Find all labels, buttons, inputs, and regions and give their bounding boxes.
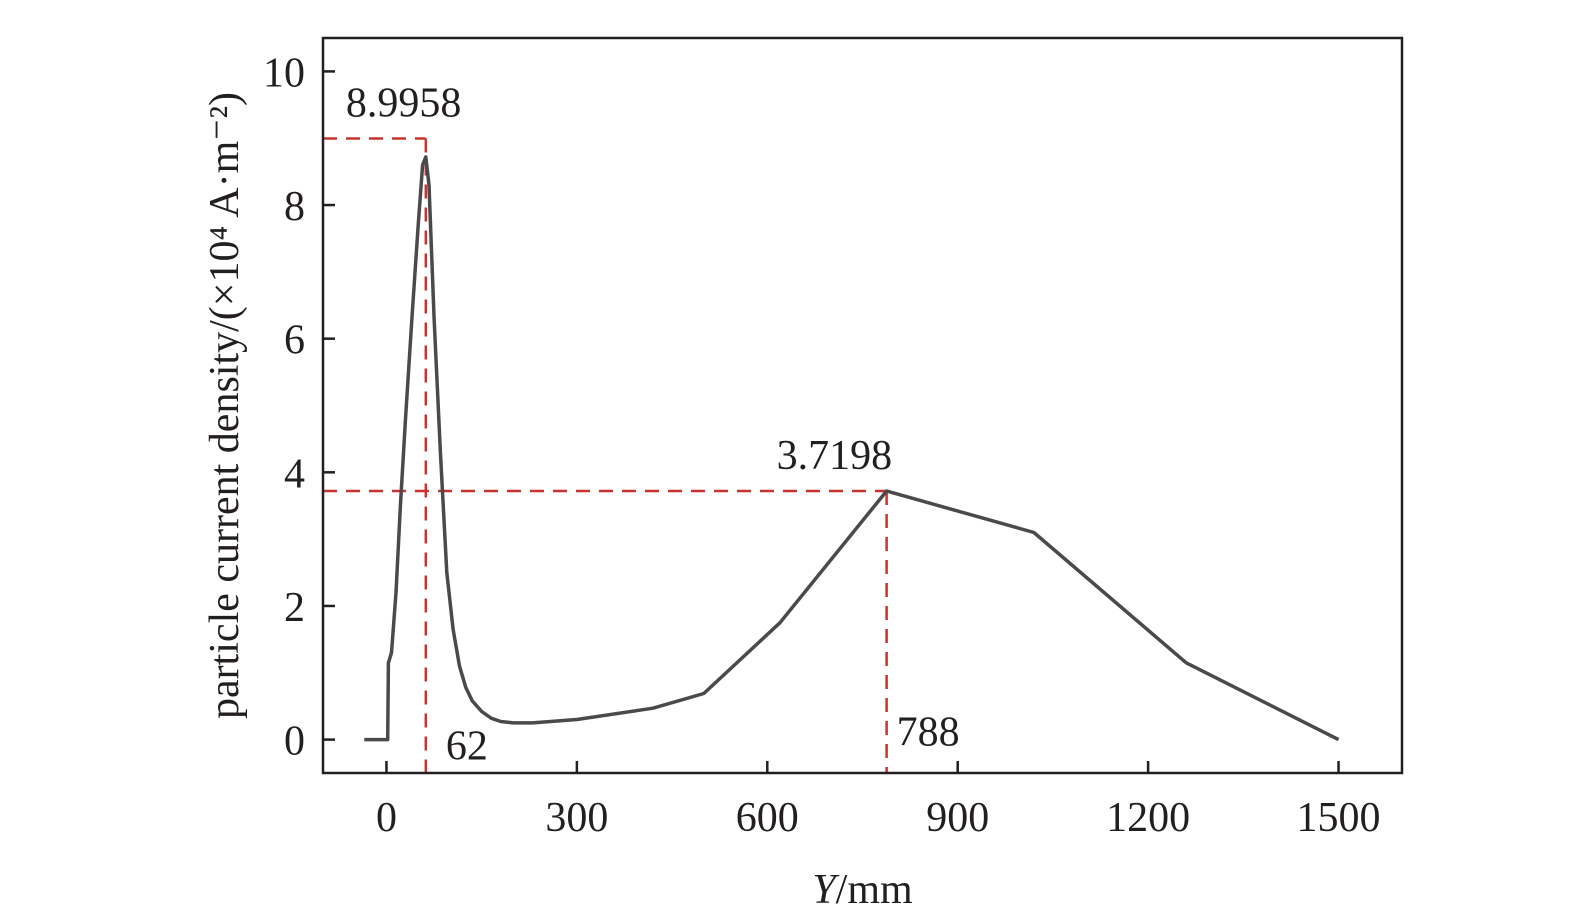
peak-position-label: 788 <box>897 710 960 756</box>
guide-lines <box>323 137 888 773</box>
x-tick-label: 600 <box>736 795 799 841</box>
plot-frame <box>321 36 1404 775</box>
y-axis-ticks: 0 2 4 6 8 10 <box>263 50 335 765</box>
x-tick-label: 900 <box>926 795 989 841</box>
y-axis-label: particle current density/(×10⁴ A·m⁻²) <box>202 92 248 719</box>
y-tick-label: 2 <box>284 585 305 631</box>
x-tick-label: 1500 <box>1297 795 1381 841</box>
y-tick-label: 6 <box>284 318 305 364</box>
y-tick-label: 4 <box>284 451 305 497</box>
x-axis-label-unit: /mm <box>836 867 913 913</box>
series-group <box>364 155 1340 742</box>
x-axis-label-variable: Y <box>812 867 840 913</box>
y-tick-label: 10 <box>263 50 305 96</box>
peak-value-label: 3.7198 <box>777 433 893 479</box>
annotations: 8.9958 62 3.7198 788 <box>346 81 960 770</box>
x-tick-label: 0 <box>376 795 397 841</box>
peak-value-label: 8.9958 <box>346 81 462 127</box>
peak-position-label: 62 <box>446 724 488 770</box>
x-tick-label: 1200 <box>1106 795 1190 841</box>
x-axis-label: Y/mm <box>812 867 913 913</box>
y-tick-label: 8 <box>284 184 305 230</box>
series-line <box>364 155 1340 742</box>
y-tick-label: 0 <box>284 719 305 765</box>
x-tick-label: 300 <box>545 795 608 841</box>
x-axis-ticks: 0 300 600 900 1200 1500 <box>376 761 1381 841</box>
